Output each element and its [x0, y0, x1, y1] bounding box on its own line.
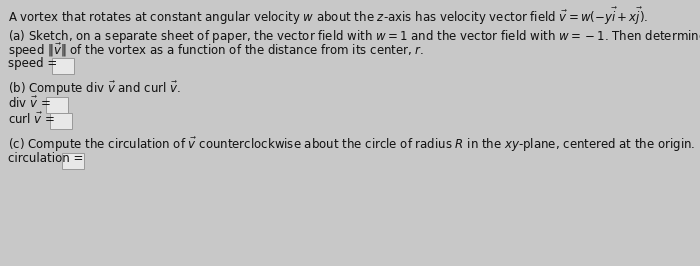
Text: (c) Compute the circulation of $\vec{v}$ counterclockwise about the circle of ra: (c) Compute the circulation of $\vec{v}$…: [8, 136, 695, 154]
Text: curl $\vec{v}$ =: curl $\vec{v}$ =: [8, 112, 56, 127]
FancyBboxPatch shape: [46, 97, 68, 113]
Text: speed =: speed =: [8, 57, 61, 70]
Text: (b) Compute div $\vec{v}$ and curl $\vec{v}$.: (b) Compute div $\vec{v}$ and curl $\vec…: [8, 80, 181, 98]
Text: circulation =: circulation =: [8, 152, 87, 165]
Text: speed $\|\vec{v}\|$ of the vortex as a function of the distance from its center,: speed $\|\vec{v}\|$ of the vortex as a f…: [8, 42, 424, 60]
Text: div $\vec{v}$ =: div $\vec{v}$ =: [8, 96, 52, 111]
Text: (a) Sketch, on a separate sheet of paper, the vector field with $w = 1$ and the : (a) Sketch, on a separate sheet of paper…: [8, 28, 700, 45]
Text: A vortex that rotates at constant angular velocity $w$ about the $z$-axis has ve: A vortex that rotates at constant angula…: [8, 6, 648, 27]
FancyBboxPatch shape: [50, 113, 72, 129]
FancyBboxPatch shape: [52, 58, 74, 74]
FancyBboxPatch shape: [62, 153, 84, 169]
